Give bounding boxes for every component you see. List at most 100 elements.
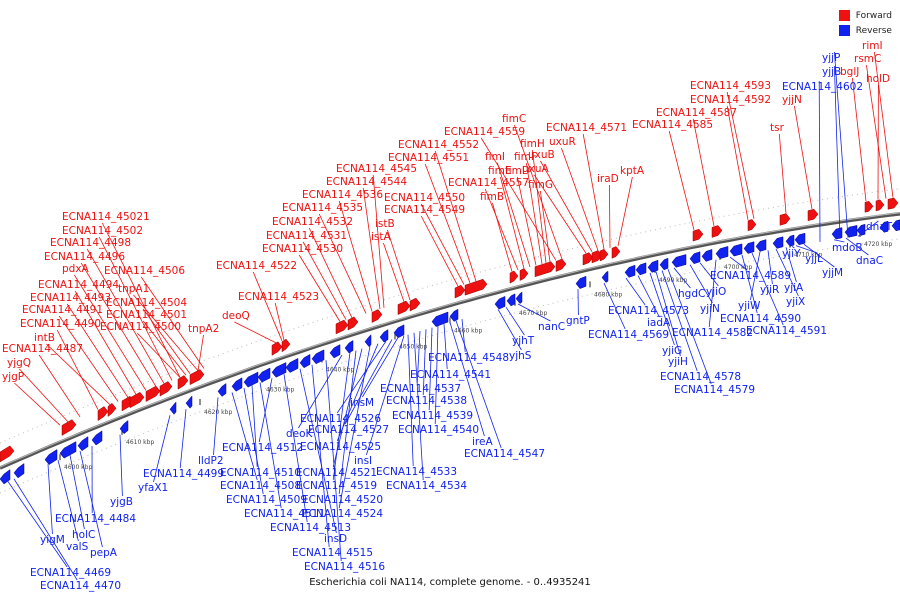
reverse-gene-block: [624, 264, 636, 278]
leader-line: [258, 378, 273, 443]
leader-line: [661, 270, 698, 372]
forward-gene-block: [747, 219, 757, 232]
reverse-gene-label-ecna114-4548: ECNA114_4548: [428, 352, 509, 364]
reverse-gene-label-ecna114-4537: ECNA114_4537: [380, 383, 461, 395]
reverse-gene-label-lldp2: lldP2: [198, 455, 224, 467]
leader-line: [818, 80, 821, 242]
reverse-gene-block: [701, 249, 713, 262]
forward-gene-block: [692, 228, 704, 242]
leader-line: [750, 251, 761, 301]
forward-gene-label-hold: holD: [866, 73, 890, 85]
reverse-gene-label-gntp: gntP: [566, 315, 590, 327]
legend-reverse: Reverse: [838, 23, 892, 38]
leader-line: [119, 434, 123, 497]
forward-gene-label-ecna114-4496: ECNA114_4496: [44, 251, 125, 263]
forward-gene-label-ecna114-4544: ECNA114_4544: [326, 176, 407, 188]
forward-gene-block: [0, 445, 15, 463]
leader-line: [387, 229, 411, 301]
forward-gene-label-ecna114-4491: ECNA114_4491: [22, 304, 103, 316]
reverse-gene-block: [243, 371, 259, 388]
reverse-gene-label-iada: iadA: [647, 317, 671, 329]
leader-line: [449, 322, 485, 437]
leader-line: [136, 332, 181, 378]
reverse-gene-block: [0, 469, 11, 485]
reverse-gene-block: [329, 344, 341, 359]
backbone: [0, 212, 900, 470]
reverse-gene-label-ecna114-4512: ECNA114_4512: [222, 442, 303, 454]
leader-line: [803, 244, 835, 268]
tick-label: 4720 kbp: [864, 241, 892, 248]
legend-reverse-label: Reverse: [855, 25, 892, 36]
forward-gene-label-tnpa2: tnpA2: [188, 323, 219, 335]
leader-line: [741, 254, 758, 314]
reverse-gene-block: [515, 291, 523, 304]
leader-line: [283, 374, 308, 523]
leader-line: [517, 176, 537, 266]
forward-gene-label-ista: istA: [371, 231, 392, 243]
leader-line: [649, 272, 675, 346]
leader-line: [213, 397, 219, 456]
reverse-gene-label-ecna114-4578: ECNA114_4578: [660, 371, 741, 383]
leader-line: [852, 77, 867, 202]
reverse-gene-label-yjjm: yjjM: [822, 267, 843, 279]
leader-line: [668, 130, 695, 231]
reverse-gene-block: [257, 367, 271, 383]
forward-gene-label-ecna114-4506: ECNA114_4506: [104, 265, 185, 277]
leader-line: [461, 319, 466, 353]
leader-line: [66, 303, 129, 398]
reverse-gene-label-ecna114-4569: ECNA114_4569: [588, 329, 669, 341]
forward-gene-block: [397, 300, 411, 315]
forward-gene-label-fimb: fimB: [480, 191, 504, 203]
reverse-gene-label-ecna114-4499: ECNA114_4499: [143, 468, 224, 480]
forward-gene-label-yjjn: yjjN: [782, 94, 802, 106]
reverse-gene-block: [891, 219, 900, 232]
leader-line: [778, 133, 787, 214]
reverse-gene-block: [59, 441, 77, 459]
leader-line: [47, 464, 53, 535]
reverse-gene-label-ecna114-4516: ECNA114_4516: [304, 561, 385, 573]
leader-line: [74, 274, 147, 391]
backbone-highlight: [0, 212, 900, 468]
leader-line: [142, 308, 191, 374]
leader-line: [142, 320, 187, 376]
leader-line: [362, 337, 399, 398]
leader-line: [338, 200, 373, 312]
leader-line: [58, 315, 119, 402]
reverse-gene-block: [647, 259, 659, 273]
leader-line: [298, 254, 341, 322]
leader-line: [311, 364, 330, 548]
leader-line: [845, 237, 869, 256]
forward-gene-label-fimc: fimC: [502, 113, 526, 125]
reverse-gene-block: [431, 311, 449, 327]
reverse-gene-label-holc: holC: [72, 529, 95, 541]
leader-line: [775, 248, 799, 297]
reverse-gene-label-ecna114-4534: ECNA114_4534: [386, 480, 467, 492]
reverse-gene-label-ecna114-4525: ECNA114_4525: [300, 441, 381, 453]
leader-line: [729, 256, 748, 271]
leader-line: [14, 382, 61, 426]
reverse-gene-block: [449, 308, 459, 322]
leader-line: [79, 450, 103, 548]
forward-gene-label-tsr: tsr: [770, 122, 785, 134]
reverse-gene-label-dnat: dnaT: [866, 221, 893, 233]
leader-line: [140, 276, 205, 369]
forward-gene-label-fimf: fimF: [514, 151, 537, 163]
leader-line: [274, 302, 285, 341]
leader-line: [484, 188, 519, 271]
leader-line: [46, 343, 111, 406]
reverse-gene-label-ecna114-4510: ECNA114_4510: [220, 467, 301, 479]
forward-gene-label-ecna114-4490: ECNA114_4490: [20, 318, 101, 330]
reverse-gene-label-irea: ireA: [472, 436, 493, 448]
forward-gene-block: [347, 316, 359, 331]
forward-gene-block: [107, 402, 117, 418]
reverse-gene-label-ecna114-4519: ECNA114_4519: [296, 480, 377, 492]
leader-line: [19, 368, 69, 423]
leader-line: [617, 176, 633, 246]
reverse-gene-block: [743, 241, 755, 254]
leader-line: [767, 250, 773, 285]
reverse-gene-block: [364, 334, 372, 348]
forward-gene-label-yjgp: yjgP: [2, 371, 24, 383]
reverse-gene-block: [659, 257, 669, 271]
forward-gene-label-ecna114-4585: ECNA114_4585: [632, 119, 713, 131]
reverse-gene-label-ecna114-4527: ECNA114_4527: [308, 424, 389, 436]
